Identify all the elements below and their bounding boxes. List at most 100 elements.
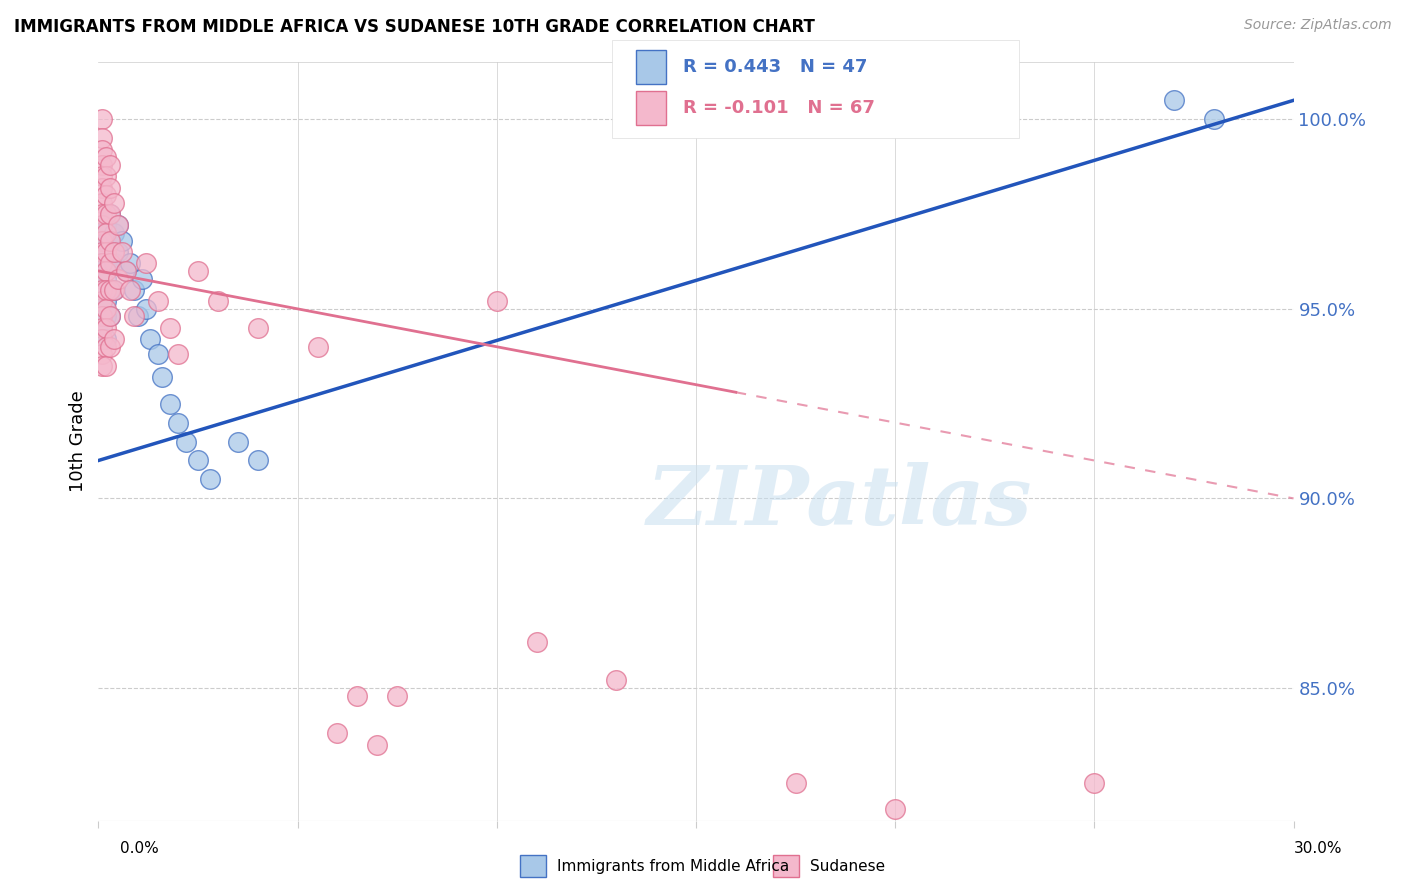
Text: ZIPatlas: ZIPatlas [647,462,1032,542]
Point [91,169,114,183]
Point [96,271,118,285]
Point [91,294,114,309]
Point [103,283,125,297]
Point [307,340,329,354]
Point [159,396,181,410]
Point [96,264,118,278]
Point [107,244,129,259]
Text: Source: ZipAtlas.com: Source: ZipAtlas.com [1244,18,1392,32]
Point [187,264,209,278]
Point [198,472,221,486]
Point [91,195,114,210]
Point [96,320,118,334]
Text: Sudanese: Sudanese [810,859,884,873]
Point [187,453,209,467]
Text: 0.0%: 0.0% [120,841,159,855]
Point [246,453,269,467]
Point [91,332,114,346]
Point [98,180,122,194]
Point [139,332,162,346]
Point [96,169,118,183]
Point [91,332,114,346]
Point [98,234,122,248]
Point [91,143,114,157]
Text: Immigrants from Middle Africa: Immigrants from Middle Africa [557,859,789,873]
Point [1202,112,1225,127]
Point [120,256,142,270]
Y-axis label: 10th Grade: 10th Grade [69,391,87,492]
Point [98,234,122,248]
Point [1163,93,1185,107]
Point [103,244,125,259]
Point [685,104,707,119]
Point [111,244,134,259]
Point [326,726,349,740]
Point [159,320,181,334]
Point [98,340,122,354]
Point [96,226,118,240]
Point [103,283,125,297]
Point [107,219,129,233]
Point [96,310,118,324]
Point [385,689,409,703]
Point [526,635,548,649]
Point [148,347,170,361]
Point [91,226,114,240]
Point [96,150,118,164]
Point [96,207,118,221]
Point [346,689,368,703]
Point [96,340,118,354]
Point [91,244,114,259]
Point [91,347,114,361]
Point [115,264,138,278]
Point [98,207,122,221]
Text: R = 0.443   N = 47: R = 0.443 N = 47 [683,58,868,76]
Point [148,294,170,309]
Point [366,738,388,752]
Point [704,120,727,134]
Point [98,256,122,270]
Point [98,283,122,297]
Point [605,673,627,688]
Point [96,294,118,309]
Point [111,234,134,248]
Point [96,359,118,373]
Point [98,207,122,221]
Point [115,264,138,278]
Point [91,112,114,127]
Point [91,271,114,285]
Point [96,219,118,233]
Point [98,283,122,297]
Point [785,775,807,789]
Point [98,158,122,172]
Point [96,283,118,297]
Point [96,256,118,270]
Point [91,158,114,172]
Point [207,294,229,309]
Point [1083,775,1105,789]
Point [107,271,129,285]
Point [91,244,114,259]
Point [167,347,190,361]
Point [135,256,157,270]
Text: R = -0.101   N = 67: R = -0.101 N = 67 [683,99,875,117]
Point [91,234,114,248]
Point [96,234,118,248]
Point [485,294,508,309]
Point [91,271,114,285]
Point [98,310,122,324]
Point [91,256,114,270]
Point [98,256,122,270]
Point [91,320,114,334]
Point [91,283,114,297]
Point [96,188,118,202]
Point [167,416,190,430]
Point [124,310,146,324]
Point [103,256,125,270]
Point [150,370,173,384]
Point [91,256,114,270]
Point [91,310,114,324]
Point [174,434,197,449]
Point [131,271,153,285]
Point [246,320,269,334]
